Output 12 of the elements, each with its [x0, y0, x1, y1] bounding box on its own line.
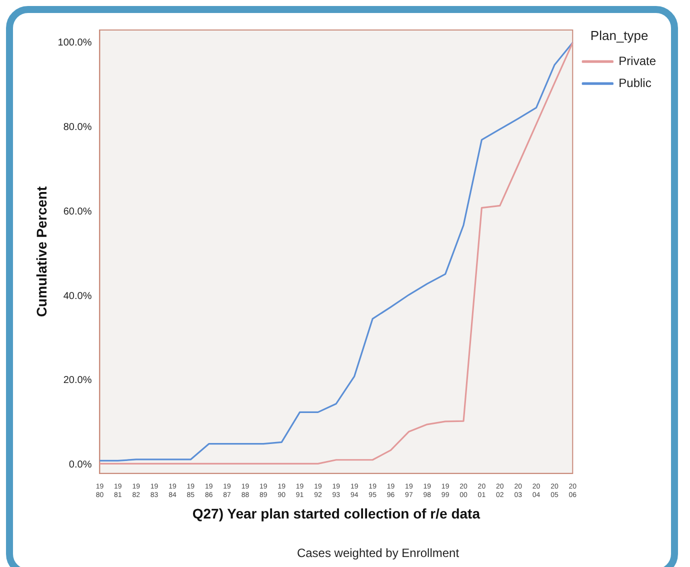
text: Cases weighted by Enrollment	[296, 546, 460, 560]
y-tick-label: 60.0%	[63, 206, 92, 218]
y-tick-label: 100.0%	[58, 37, 92, 48]
x-axis-title: Q27) Year plan started collection of r/e data	[192, 505, 480, 522]
y-tick-label: 40.0%	[63, 290, 92, 302]
y-tick-label: 20.0%	[63, 375, 92, 386]
legend-title: Plan_type	[590, 28, 648, 44]
legend-label: Public	[618, 76, 652, 90]
y-axis-title: Cumulative Percent	[33, 186, 50, 318]
legend-label: Private	[618, 54, 656, 68]
y-tick-label: 0.0%	[68, 460, 92, 471]
y-tick-label: 80.0%	[63, 122, 92, 133]
